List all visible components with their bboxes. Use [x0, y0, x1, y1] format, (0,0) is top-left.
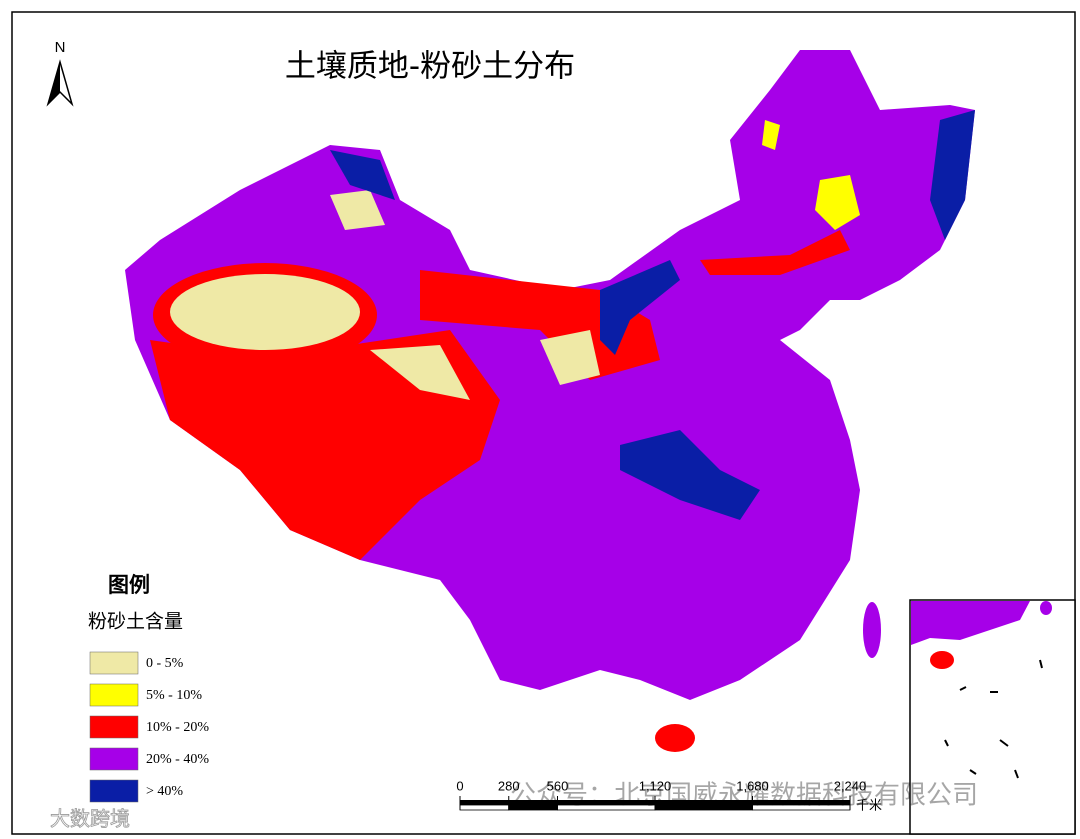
scale-segment [752, 800, 850, 805]
legend-label: 5% - 10% [146, 688, 202, 703]
inset-islands [944, 659, 1043, 779]
scale-segment [557, 800, 655, 805]
scale-unit: 千米 [856, 799, 882, 814]
region-khaki [370, 345, 470, 400]
watermark: 大数跨境 [50, 807, 130, 831]
china-map [125, 50, 975, 752]
scale-tick-label: 560 [547, 778, 569, 793]
legend-label: 20% - 40% [146, 752, 209, 767]
region-yellow [815, 175, 860, 230]
region-khaki [540, 330, 600, 385]
north-arrow-fill [48, 62, 60, 104]
inset-hainan [930, 651, 954, 669]
legend-title: 图例 [108, 573, 150, 597]
region-khaki [170, 274, 360, 350]
region-yellow [762, 120, 780, 150]
legend: 0 - 5% 5% - 10% 10% - 20% 20% - 40% > 40% [89, 651, 209, 803]
inset-taiwan [1040, 601, 1052, 615]
scale-segment [460, 800, 509, 805]
region-blue [330, 150, 395, 200]
legend-subtitle: 粉砂土含量 [88, 611, 183, 633]
legend-label: > 40% [146, 784, 183, 799]
scale-segment [508, 800, 558, 805]
region-red [150, 330, 500, 560]
inset-frame [909, 599, 1076, 835]
watermark: 公众号：北京国威永耀数据科技有限公司 [510, 781, 978, 811]
legend-swatch [89, 651, 139, 675]
region-blue [930, 110, 975, 240]
map-title: 土壤质地-粉砂土分布 [285, 49, 575, 85]
region-khaki [330, 190, 385, 230]
hainan [655, 724, 695, 752]
legend-label: 0 - 5% [146, 656, 184, 671]
taiwan [863, 602, 881, 658]
scale-segment [655, 800, 753, 805]
region-blue [620, 430, 760, 520]
legend-swatch [89, 779, 139, 803]
scale-tick-label: 2,240 [834, 778, 867, 793]
region-red [700, 230, 850, 275]
inset-mainland [911, 601, 1030, 645]
scale-bar: 0 280 560 1,120 1,680 2,240 千米 [456, 778, 882, 813]
legend-swatch [89, 683, 139, 707]
legend-label: 10% - 20% [146, 720, 209, 735]
scale-tick-label: 1,120 [639, 778, 672, 793]
legend-swatch [89, 715, 139, 739]
north-label: N [55, 39, 66, 56]
scale-tick-label: 0 [456, 778, 463, 793]
scale-tick-label: 1,680 [736, 778, 769, 793]
scale-segment [459, 804, 510, 811]
north-arrow: N [46, 39, 74, 107]
inset [909, 599, 1076, 835]
legend-swatch [89, 747, 139, 771]
region-blue [600, 260, 680, 355]
scale-tick-label: 280 [498, 778, 520, 793]
